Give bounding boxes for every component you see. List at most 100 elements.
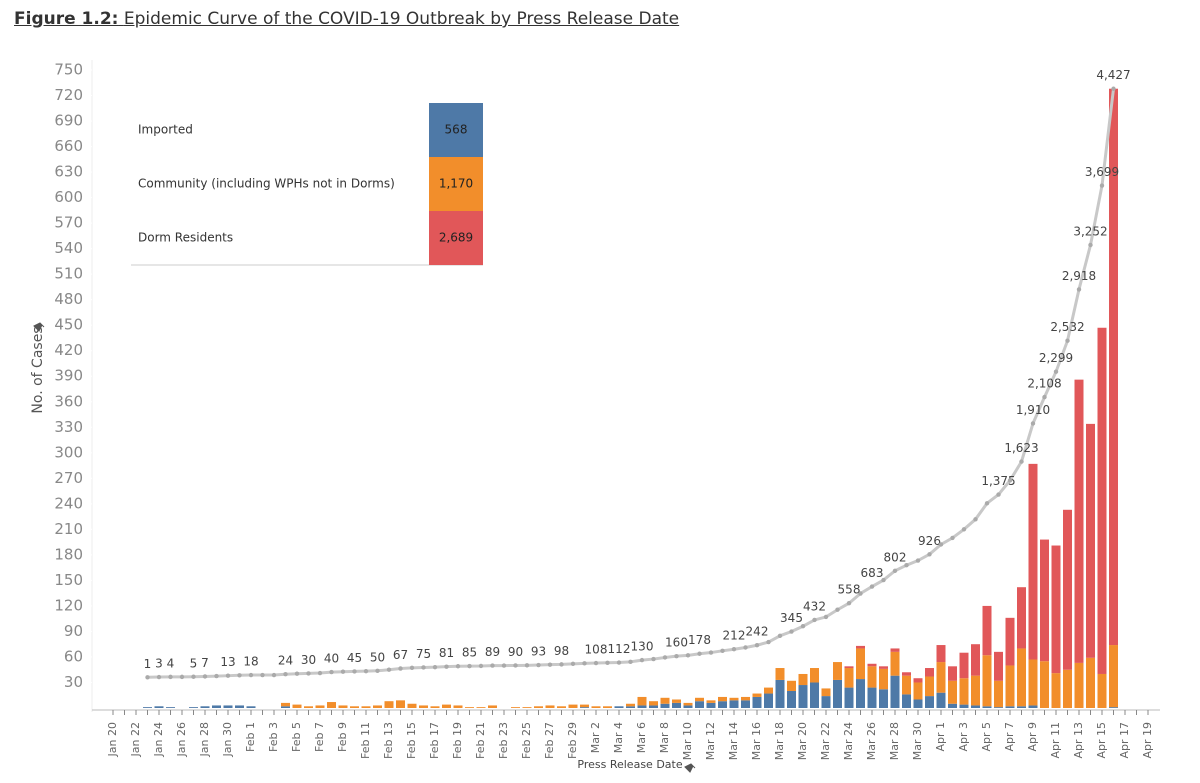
bar-segment bbox=[1109, 645, 1118, 708]
legend-total: 2,689 bbox=[439, 231, 473, 245]
x-tick-label: Jan 24 bbox=[152, 722, 165, 757]
legend-table bbox=[131, 103, 483, 265]
bar-segment bbox=[902, 672, 911, 676]
bar-segment bbox=[660, 703, 670, 708]
x-tick-label: Apr 17 bbox=[1118, 722, 1131, 759]
x-tick-label: Apr 13 bbox=[1072, 722, 1085, 759]
y-tick-label: 450 bbox=[54, 316, 83, 334]
y-tick-label: 390 bbox=[54, 367, 83, 385]
y-tick-label: 30 bbox=[64, 673, 83, 691]
cumulative-point bbox=[547, 662, 553, 667]
cumulative-label: 3,252 bbox=[1073, 224, 1107, 238]
cumulative-label: 75 bbox=[416, 647, 431, 661]
cumulative-point bbox=[294, 671, 300, 676]
bar-segment bbox=[545, 705, 555, 708]
x-tick-label: Feb 5 bbox=[290, 722, 303, 752]
cumulative-point bbox=[409, 665, 415, 671]
cumulative-label: 1 bbox=[144, 657, 152, 671]
bar-segment bbox=[764, 693, 773, 708]
bar-segment bbox=[798, 673, 808, 686]
x-tick-label: Feb 19 bbox=[451, 722, 464, 759]
cumulative-label: 112 bbox=[608, 642, 631, 656]
cumulative-point bbox=[915, 558, 921, 563]
cumulative-label: 345 bbox=[780, 611, 803, 625]
y-tick-label: 600 bbox=[54, 188, 83, 206]
bar-segment bbox=[281, 706, 290, 708]
bar-segment bbox=[338, 705, 348, 708]
cumulative-point bbox=[961, 527, 967, 532]
y-tick-label: 750 bbox=[54, 61, 83, 79]
cumulative-label: 2,299 bbox=[1039, 351, 1073, 365]
bar-segment bbox=[1040, 661, 1049, 708]
cumulative-point bbox=[651, 656, 656, 662]
x-tick-label: Apr 15 bbox=[1095, 722, 1108, 759]
bar-segment bbox=[959, 678, 969, 705]
cumulative-point bbox=[582, 661, 587, 666]
bar-segment bbox=[1028, 463, 1038, 660]
cumulative-point bbox=[467, 663, 472, 669]
bar-segment bbox=[626, 703, 635, 707]
cumulative-label: 93 bbox=[531, 645, 546, 659]
bar-segment bbox=[695, 701, 704, 708]
bar-segment bbox=[419, 705, 428, 708]
cumulative-label: 18 bbox=[243, 655, 258, 669]
cumulative-label: 1,910 bbox=[1016, 403, 1050, 417]
bar-segment bbox=[189, 707, 198, 708]
bar-segment bbox=[1028, 659, 1038, 706]
bar-segment bbox=[856, 679, 865, 708]
bar-segment bbox=[1017, 648, 1026, 707]
y-tick-label: 150 bbox=[54, 571, 83, 589]
bar-segment bbox=[729, 697, 739, 701]
bar-segment bbox=[925, 676, 934, 697]
bar-segment bbox=[879, 668, 888, 690]
bar-segment bbox=[672, 702, 681, 708]
bar-segment bbox=[1074, 662, 1084, 708]
x-tick-label: Mar 26 bbox=[865, 722, 878, 760]
x-tick-label: Mar 30 bbox=[911, 722, 924, 760]
bar-segment bbox=[384, 701, 394, 708]
cumulative-point bbox=[777, 633, 783, 638]
bar-segment bbox=[902, 675, 911, 695]
cumulative-point bbox=[260, 672, 265, 678]
bar-segment bbox=[223, 705, 233, 708]
cumulative-point bbox=[938, 542, 944, 547]
cumulative-point bbox=[559, 662, 564, 667]
y-tick-label: 330 bbox=[54, 418, 83, 436]
y-tick-label: 270 bbox=[54, 469, 83, 487]
cumulative-label: 3,699 bbox=[1085, 165, 1119, 179]
cumulative-label: 2,108 bbox=[1027, 377, 1061, 391]
cumulative-point bbox=[1076, 287, 1082, 292]
cumulative-point bbox=[835, 607, 840, 612]
x-tick-label: Feb 3 bbox=[267, 722, 280, 752]
cumulative-label: 1,623 bbox=[1004, 441, 1038, 455]
y-tick-label: 180 bbox=[54, 545, 83, 563]
y-tick-label: 90 bbox=[64, 622, 83, 640]
bar-segment bbox=[718, 696, 727, 702]
cumulative-label: 90 bbox=[508, 645, 523, 659]
bar-segment bbox=[396, 700, 405, 708]
cumulative-point bbox=[593, 660, 599, 666]
x-tick-label: Apr 7 bbox=[1003, 722, 1016, 752]
legend-label: Dorm Residents bbox=[138, 231, 233, 245]
figure-title: Figure 1.2: Epidemic Curve of the COVID-… bbox=[14, 9, 679, 29]
x-tick-label: Jan 26 bbox=[175, 722, 188, 757]
bar-segment bbox=[522, 707, 532, 708]
bar-segment bbox=[798, 685, 808, 708]
bar-segment bbox=[1063, 669, 1072, 708]
cumulative-point bbox=[501, 663, 507, 668]
cumulative-point bbox=[812, 617, 817, 623]
cumulative-point bbox=[984, 501, 990, 506]
cumulative-point bbox=[145, 675, 150, 680]
cumulative-point bbox=[1007, 478, 1013, 483]
x-tick-label: Feb 25 bbox=[520, 722, 533, 759]
cumulative-label: 1,375 bbox=[981, 474, 1015, 488]
cumulative-point bbox=[766, 639, 771, 645]
pin-icon bbox=[33, 322, 45, 332]
bar-segment bbox=[246, 706, 256, 708]
bar-segment bbox=[626, 706, 635, 708]
bar-segment bbox=[879, 666, 888, 669]
x-tick-label: Feb 17 bbox=[428, 722, 441, 759]
cumulative-label: 242 bbox=[746, 625, 769, 639]
bar-segment bbox=[741, 700, 750, 708]
bar-segment bbox=[1005, 665, 1015, 707]
